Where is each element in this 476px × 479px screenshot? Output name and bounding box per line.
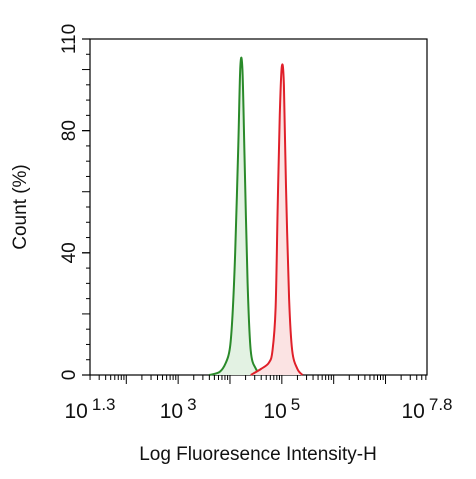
x-axis-title: Log Fluoresence Intensity-H bbox=[139, 444, 377, 465]
x-tick-label-1: 10 1.3 bbox=[65, 395, 116, 423]
y-tick-label-4: 110 bbox=[59, 24, 80, 54]
series-2-fill bbox=[250, 64, 303, 375]
plot-area bbox=[89, 38, 428, 376]
plot-frame bbox=[89, 38, 428, 376]
y-tick-label-3: 80 bbox=[59, 120, 80, 141]
y-axis: 0 40 80 110 bbox=[59, 24, 90, 380]
x-tick-label-3: 10 5 bbox=[263, 395, 300, 423]
series-1-line bbox=[208, 56, 262, 376]
y-tick-label-1: 0 bbox=[59, 370, 80, 381]
series-2-line bbox=[250, 63, 304, 376]
y-axis-title: Count (%) bbox=[10, 164, 31, 250]
y-tick-label-2: 40 bbox=[59, 242, 80, 263]
x-tick-label-2: 10 3 bbox=[160, 395, 197, 423]
series-1-fill bbox=[209, 57, 262, 375]
x-tick-label-4: 10 7.8 bbox=[402, 395, 453, 423]
series-layer bbox=[208, 56, 304, 376]
x-axis: 10 1.3 10 3 10 5 10 7.8 bbox=[65, 375, 453, 423]
